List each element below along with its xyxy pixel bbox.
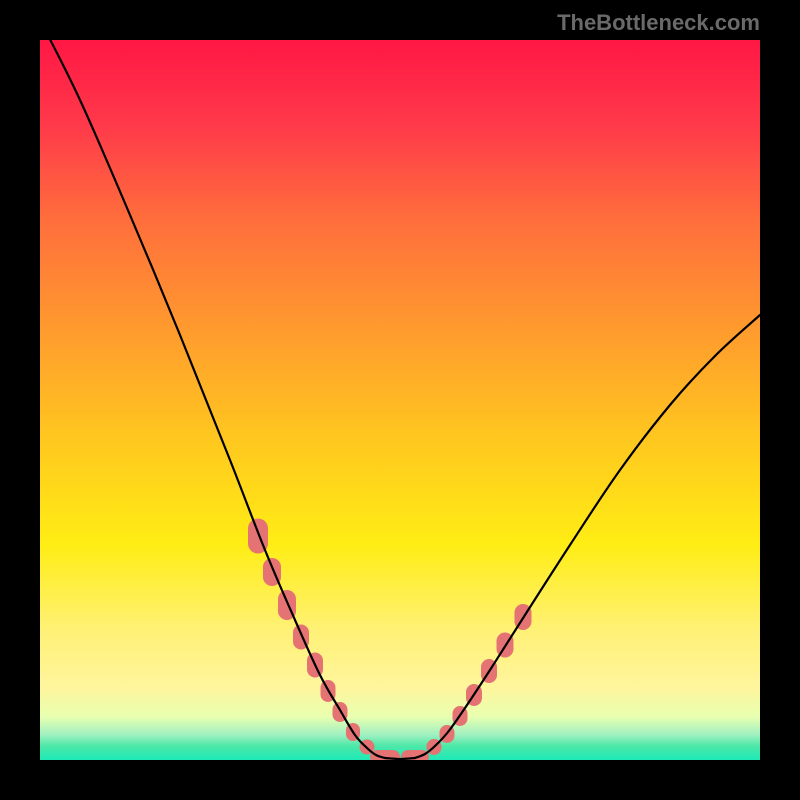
curve-bottom	[385, 758, 415, 759]
bottleneck-chart	[40, 40, 760, 760]
data-markers	[248, 519, 532, 761]
curve-overlay	[40, 40, 760, 760]
curve-left-branch	[40, 40, 385, 758]
attribution-text: TheBottleneck.com	[557, 10, 760, 36]
